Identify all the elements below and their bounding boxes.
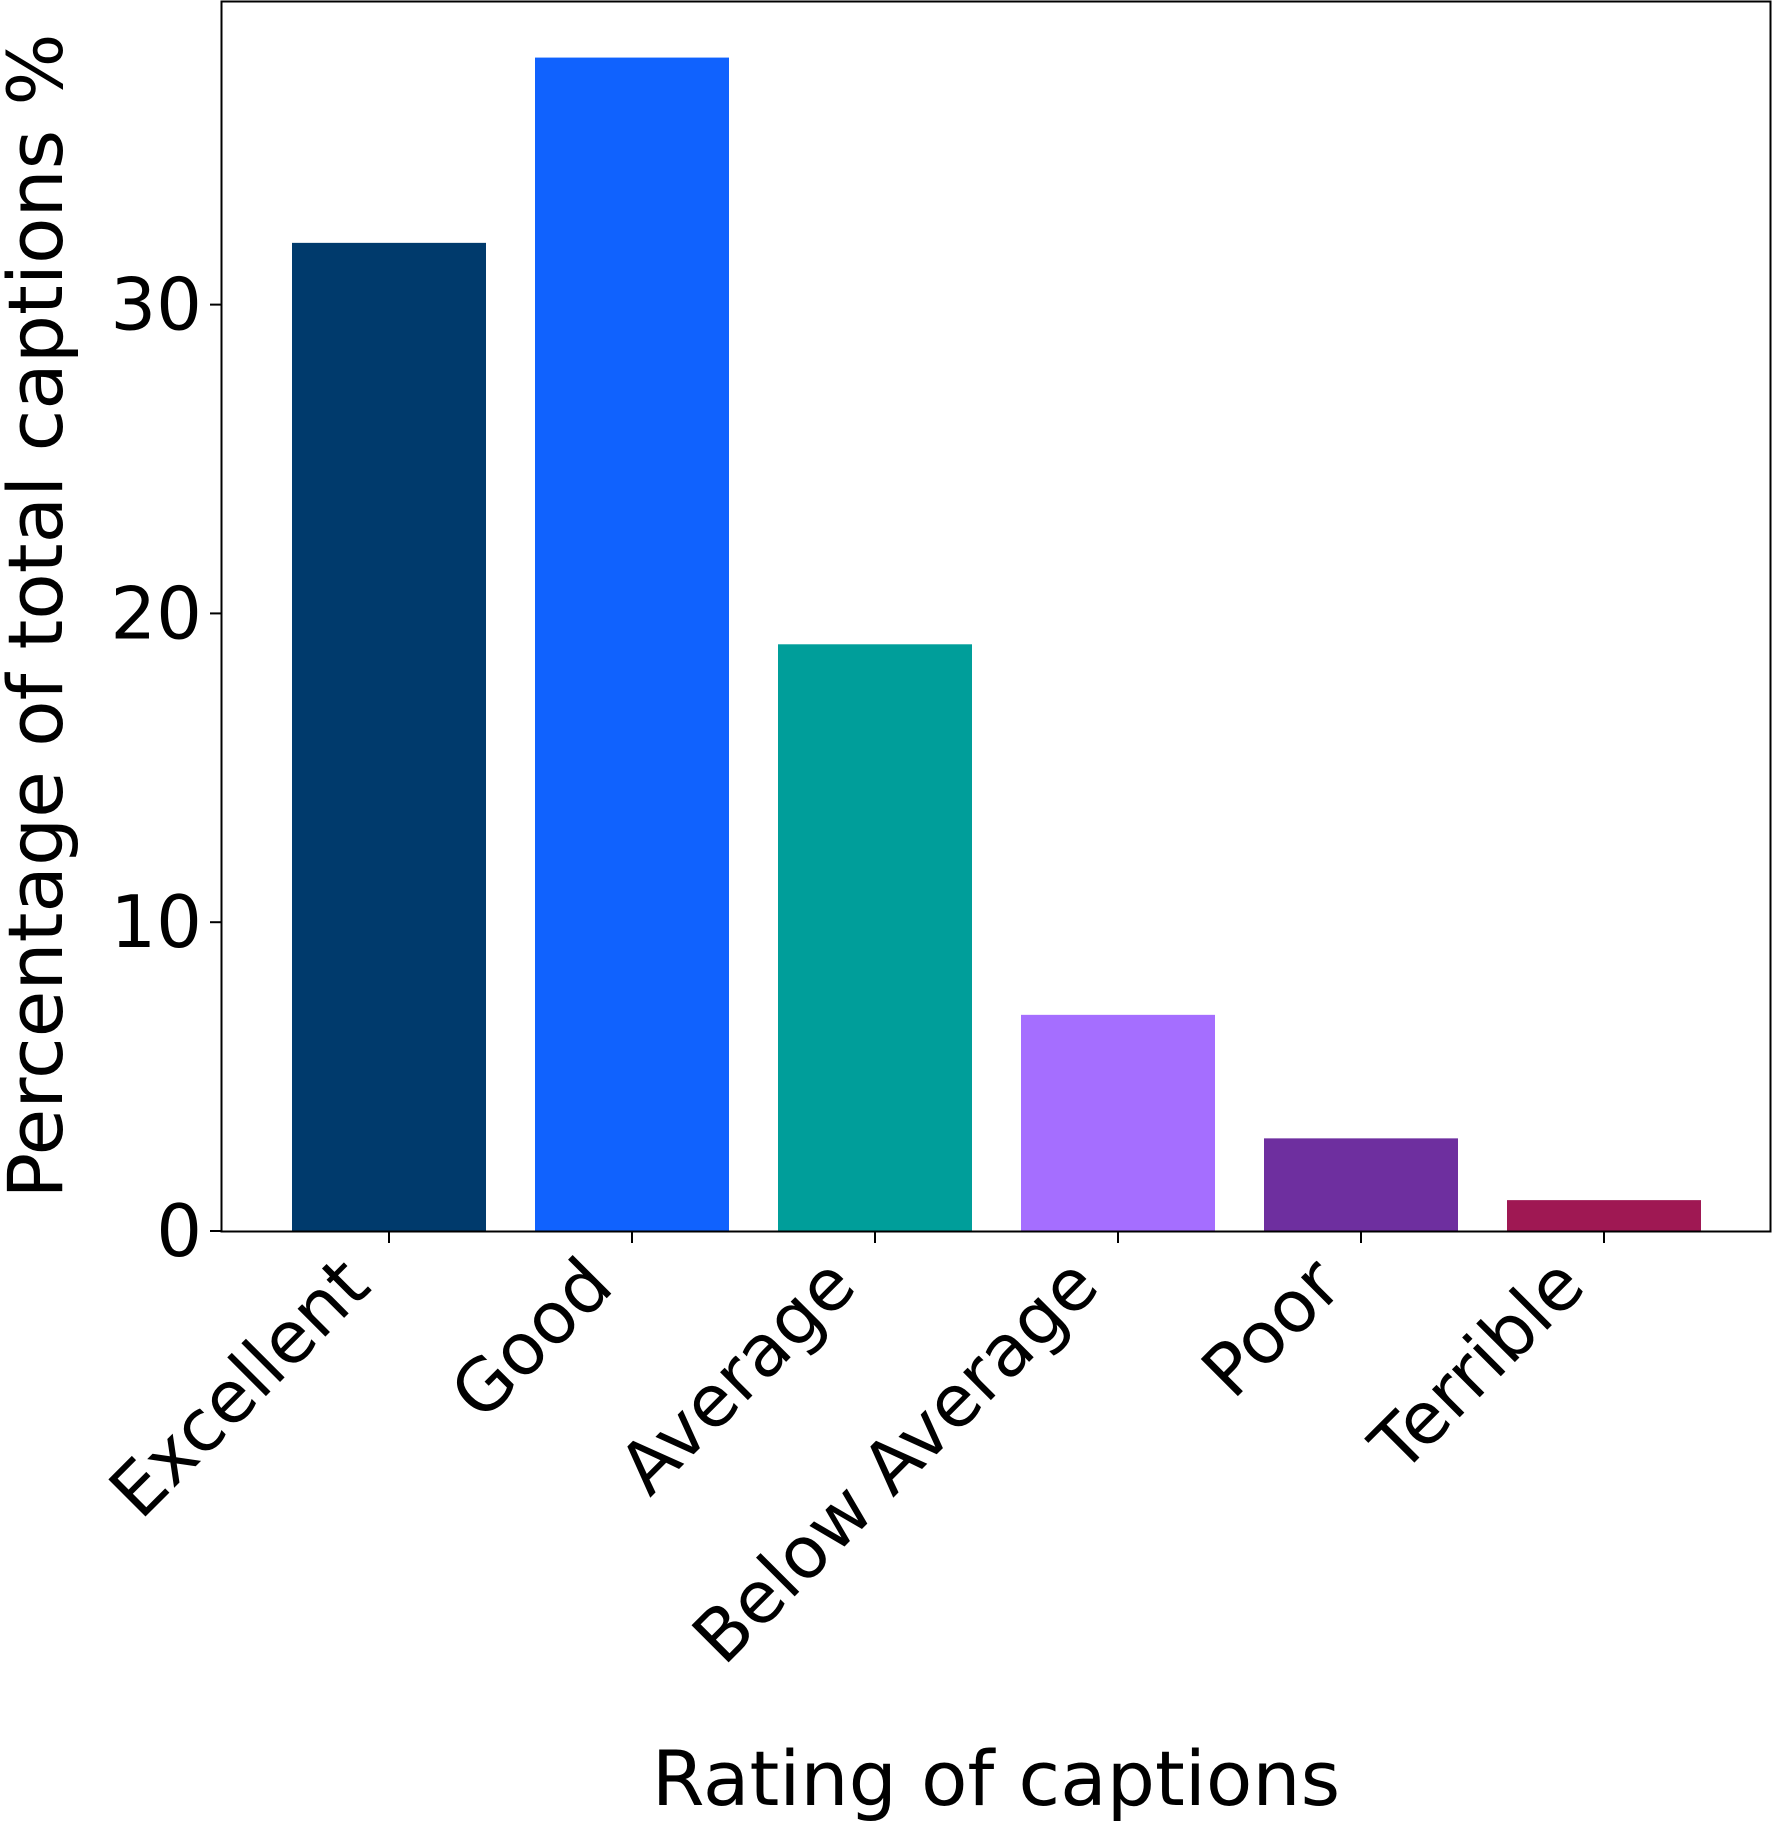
bar-below-average — [1021, 1014, 1215, 1231]
x-tick-label-poor: Poor — [1186, 1241, 1358, 1413]
y-axis-title: Percentage of total captions % — [0, 33, 80, 1198]
y-tick-label-10: 10 — [110, 880, 202, 964]
bar-poor — [1264, 1138, 1458, 1231]
bars-layer — [292, 57, 1701, 1232]
y-tick-label-0: 0 — [156, 1189, 202, 1273]
x-axis-title: Rating of captions — [652, 1734, 1340, 1823]
bar-good — [535, 57, 729, 1232]
bar-average — [778, 644, 972, 1231]
x-tick-label-good: Good — [435, 1242, 628, 1435]
y-tick-label-30: 30 — [110, 263, 202, 347]
y-axis: 0 10 20 30 — [110, 263, 222, 1273]
x-tick-label-excellent: Excellent — [93, 1242, 385, 1534]
bar-excellent — [292, 242, 486, 1231]
x-tick-label-below-average: Below Average — [676, 1242, 1114, 1680]
plot-frame — [220, 0, 1772, 1233]
bar-terrible — [1507, 1200, 1701, 1231]
y-tick-label-20: 20 — [110, 571, 202, 655]
x-tick-label-terrible: Terrible — [1353, 1242, 1600, 1489]
